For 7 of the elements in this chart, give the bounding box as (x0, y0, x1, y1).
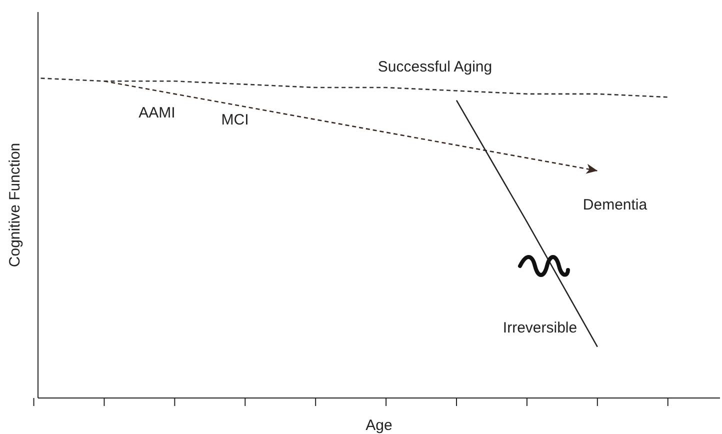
annotation: MCI (221, 112, 249, 128)
annotation: Irreversible (502, 320, 578, 336)
annotation: Dementia (582, 196, 648, 214)
x-axis-title: Age (366, 417, 392, 434)
y-axis-title: Cognitive Function (6, 142, 24, 268)
annotation: AAMI (138, 104, 176, 122)
text: Successful Aging (378, 58, 492, 76)
